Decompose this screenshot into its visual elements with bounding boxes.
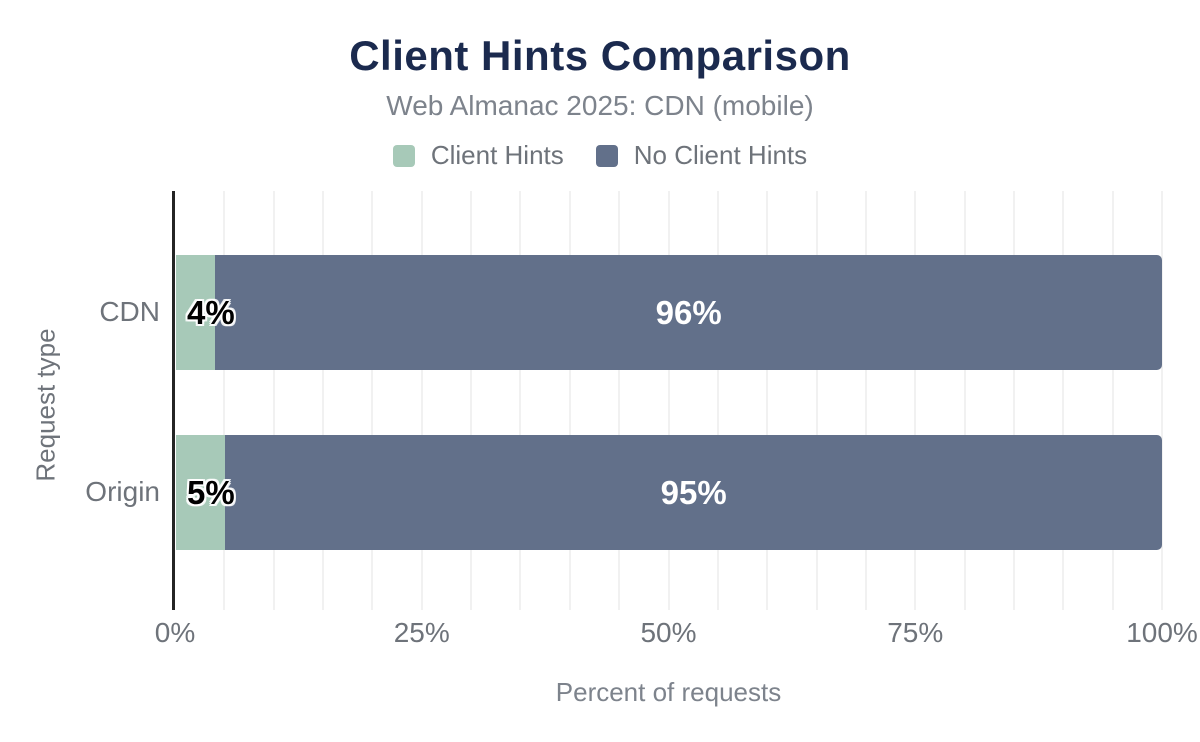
client-hints-swatch-icon — [392, 144, 415, 167]
gridline — [667, 191, 670, 610]
bar-row-cdn: 96% 4% — [176, 255, 1162, 370]
gridlines — [175, 191, 1163, 610]
legend-item-no-client-hints[interactable]: No Client Hints — [595, 140, 808, 171]
gridline — [766, 191, 769, 610]
chart-title: Client Hints Comparison — [349, 32, 851, 79]
gridline — [815, 191, 818, 610]
gridline — [1062, 191, 1065, 610]
x-tick-label: 100% — [1126, 617, 1198, 648]
x-tick-label: 0% — [154, 617, 196, 648]
legend-label-no-client-hints: No Client Hints — [633, 140, 808, 170]
gridline — [716, 191, 719, 610]
y-axis-line — [172, 191, 175, 610]
plot-area: 96% 4% 95% 5% — [172, 191, 1163, 610]
gridline — [223, 191, 226, 610]
legend-label-client-hints: Client Hints — [430, 140, 564, 170]
legend: Client Hints No Client Hints — [0, 140, 1200, 171]
category-label-cdn: CDN — [99, 296, 160, 327]
x-tick-label: 25% — [393, 617, 450, 648]
bar-label-origin-client-hints: 5% — [187, 473, 235, 511]
gridline — [568, 191, 571, 610]
gridline — [618, 191, 621, 610]
gridline — [371, 191, 374, 610]
gridline — [322, 191, 325, 610]
category-label-origin: Origin — [85, 476, 160, 507]
gridline — [1161, 191, 1163, 610]
gridline — [420, 191, 423, 610]
bar-label-origin-no-client-hints: 95% — [660, 473, 727, 511]
bar-cdn-client-hints[interactable] — [176, 255, 216, 370]
bar-row-origin: 95% 5% — [176, 435, 1162, 550]
bar-label-cdn-no-client-hints: 96% — [655, 293, 722, 331]
x-tick-label: 75% — [887, 617, 944, 648]
gridline — [470, 191, 473, 610]
x-axis-title: Percent of requests — [555, 677, 782, 707]
chart-subtitle: Web Almanac 2025: CDN (mobile) — [386, 90, 814, 121]
gridline — [864, 191, 867, 610]
gridline — [963, 191, 966, 610]
x-tick-label: 50% — [640, 617, 697, 648]
bar-origin-no-client-hints[interactable]: 95% — [225, 435, 1162, 550]
gridline — [1012, 191, 1015, 610]
gridline — [914, 191, 917, 610]
gridline — [1111, 191, 1114, 610]
gridline — [519, 191, 522, 610]
y-axis-title: Request type — [30, 328, 61, 482]
bar-cdn-no-client-hints[interactable]: 96% — [215, 255, 1162, 370]
gridline — [272, 191, 275, 610]
bar-origin-client-hints[interactable] — [176, 435, 226, 550]
legend-item-client-hints[interactable]: Client Hints — [392, 140, 564, 171]
bar-label-cdn-client-hints: 4% — [187, 293, 235, 331]
no-client-hints-swatch-icon — [595, 144, 618, 167]
